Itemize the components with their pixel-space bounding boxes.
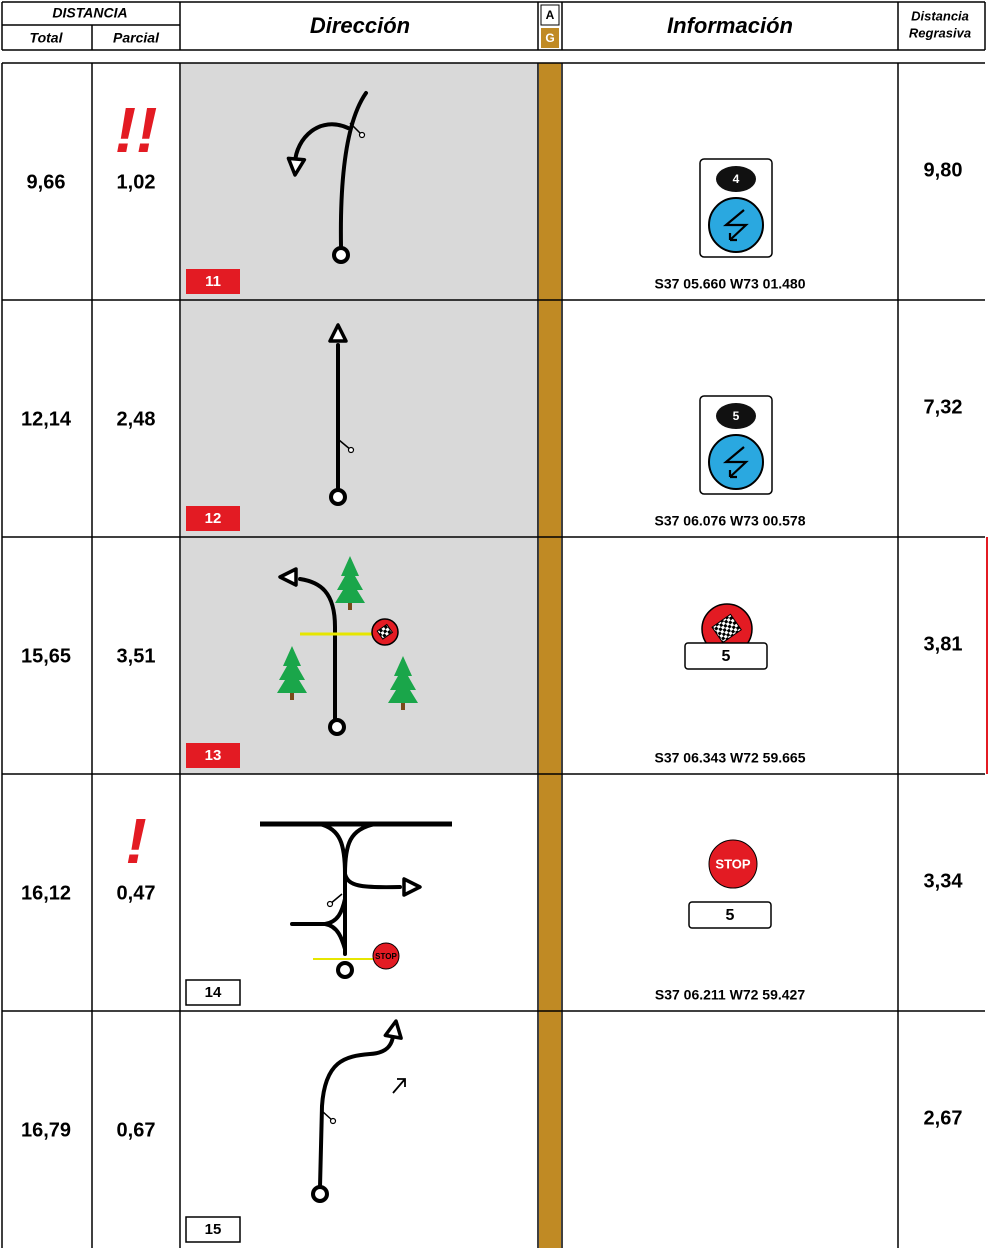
waypoint-number: 14 <box>205 984 222 1001</box>
sign-box-number: 5 <box>726 907 735 924</box>
coordinates: S37 05.660 W73 01.480 <box>654 276 805 292</box>
total-distance: 16,79 <box>21 1119 71 1141</box>
header-informacion: Información <box>667 13 793 38</box>
route <box>338 91 368 248</box>
table-body: 9,66 1,02!! 9,80 11 4 S37 05.660 W73 01.480 12… <box>1 62 988 1248</box>
cap-marker <box>329 1117 337 1125</box>
header <box>1 1 986 51</box>
header-total: Total <box>30 30 64 46</box>
diagram-background <box>181 300 538 537</box>
ag-column <box>539 63 561 300</box>
partial-distance: 0,67 <box>117 1119 156 1141</box>
arrow-head <box>328 323 348 343</box>
stop-sign <box>708 839 758 889</box>
a-box <box>540 4 560 26</box>
total-distance: 15,65 <box>21 645 71 667</box>
waypoint-number: 11 <box>205 273 221 290</box>
tree <box>388 656 418 703</box>
regressive-distance: 7,32 <box>924 396 963 418</box>
sign-box <box>688 901 772 929</box>
diagram-background <box>181 63 538 300</box>
waypoint-box <box>186 506 240 531</box>
caution: !! <box>115 94 158 166</box>
road <box>343 872 402 956</box>
total-distance: 16,12 <box>21 882 71 904</box>
caution: ! <box>125 805 146 877</box>
cap-marker <box>326 900 334 908</box>
start-point <box>329 488 347 506</box>
header-direccion: Dirección <box>310 13 410 38</box>
tree <box>277 646 307 693</box>
route <box>293 122 350 165</box>
route <box>298 577 337 724</box>
total-distance: 9,66 <box>27 171 66 193</box>
waypoint-box <box>185 1216 241 1243</box>
ag-column <box>539 537 561 774</box>
tree-trunk <box>348 602 352 610</box>
cap-marker <box>358 131 366 139</box>
diagram-background <box>181 537 538 774</box>
checkered-flag <box>376 623 394 640</box>
ag-column <box>539 1011 561 1248</box>
sign-number-bg <box>716 403 756 429</box>
sign-number-bg <box>716 166 756 192</box>
sign-box <box>684 642 768 670</box>
waypoint-box <box>186 743 240 768</box>
ag-column <box>539 300 561 537</box>
header-a: A <box>546 8 555 22</box>
arrow-head <box>383 1019 403 1040</box>
sign-arrow <box>722 209 749 242</box>
partial-distance: 2,48 <box>117 408 156 430</box>
tree-trunk <box>401 702 405 710</box>
start-point <box>328 718 346 736</box>
sign-number: 4 <box>733 172 740 186</box>
sign-box-number: 5 <box>722 648 731 665</box>
start-point <box>311 1185 329 1203</box>
header-parcial: Parcial <box>113 30 160 46</box>
g-box <box>541 28 559 48</box>
stop-sign <box>372 942 400 970</box>
arrow-head <box>286 156 307 177</box>
partial-distance: 1,02 <box>117 171 156 193</box>
header-g: G <box>545 31 554 45</box>
sign-number: 5 <box>733 409 740 423</box>
regressive-distance: 3,34 <box>924 870 964 892</box>
coordinates: S37 06.211 W72 59.427 <box>655 987 805 1003</box>
arrow-head <box>278 567 298 587</box>
total-distance: 12,14 <box>21 408 72 430</box>
sign-arrow <box>722 446 749 479</box>
coordinates: S37 06.343 W72 59.665 <box>654 750 805 766</box>
partial-distance: 3,51 <box>117 645 156 667</box>
header-regresiva: Distancia <box>911 8 969 23</box>
waypoint-box <box>186 269 240 294</box>
road <box>318 822 377 875</box>
waypoint-number: 15 <box>205 1221 222 1238</box>
checkered-flag <box>711 613 742 644</box>
road <box>290 897 347 951</box>
header-regresiva: Regrasiva <box>909 25 971 40</box>
waypoint-box <box>185 979 241 1006</box>
start-point <box>332 246 350 264</box>
waypoint-number: 13 <box>205 747 222 764</box>
regressive-distance: 9,80 <box>924 159 963 181</box>
stop-text: STOP <box>375 952 397 961</box>
coordinates: S37 06.076 W73 00.578 <box>654 513 805 529</box>
start-point <box>336 961 354 979</box>
route <box>318 1034 395 1189</box>
regressive-distance: 3,81 <box>924 633 963 655</box>
tree <box>335 556 365 603</box>
tree-trunk <box>290 692 294 700</box>
waypoint-number: 12 <box>205 510 222 527</box>
header-distancia: DISTANCIA <box>52 5 127 21</box>
small-arrow <box>392 1078 406 1094</box>
stop-text: STOP <box>715 856 750 871</box>
ag-column <box>539 774 561 1011</box>
partial-distance: 0,47 <box>117 882 156 904</box>
cap-marker <box>347 446 355 454</box>
arrow-head <box>402 877 422 897</box>
regressive-distance: 2,67 <box>924 1107 963 1129</box>
